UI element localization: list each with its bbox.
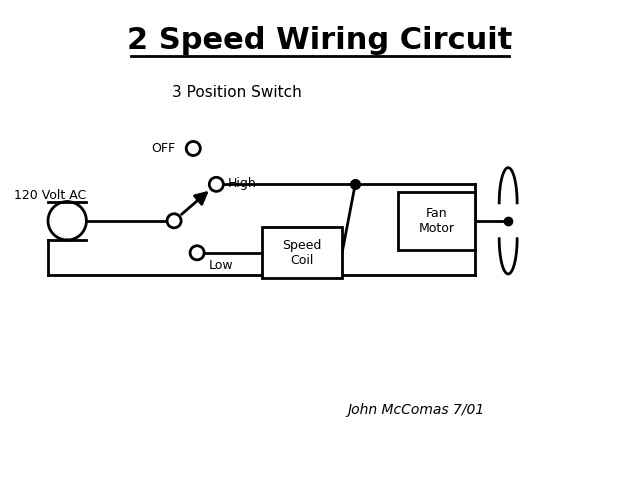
Text: Speed
Coil: Speed Coil: [282, 239, 322, 267]
Bar: [262, 227, 342, 278]
Text: John McComas 7/01: John McComas 7/01: [348, 403, 484, 417]
Circle shape: [209, 177, 223, 192]
Circle shape: [167, 214, 181, 228]
Text: OFF: OFF: [151, 142, 175, 155]
Text: 2 Speed Wiring Circuit: 2 Speed Wiring Circuit: [127, 25, 513, 55]
Text: High: High: [228, 177, 257, 190]
Text: 120 Volt AC: 120 Volt AC: [14, 189, 86, 202]
Text: Fan
Motor: Fan Motor: [419, 207, 454, 235]
Bar: [398, 192, 475, 250]
Circle shape: [190, 246, 204, 260]
Text: Low: Low: [209, 259, 233, 272]
Text: 3 Position Switch: 3 Position Switch: [172, 85, 301, 100]
Circle shape: [186, 142, 200, 156]
